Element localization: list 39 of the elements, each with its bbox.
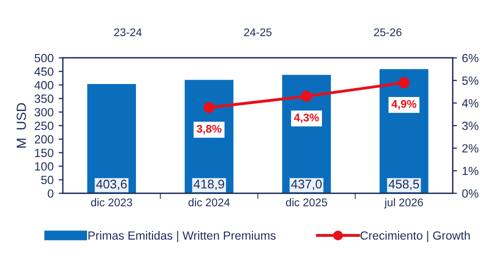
y-tick-label: 50: [41, 176, 54, 184]
text: 25-26: [374, 28, 402, 36]
data-label: 3,8%: [196, 124, 222, 134]
y2-tick-label: 3%: [462, 122, 478, 130]
bar: [87, 84, 136, 194]
y-tick-label: 150: [35, 148, 54, 158]
y-tick-label: 450: [34, 67, 54, 76]
point: [398, 77, 410, 88]
y-tick-label: 350: [34, 94, 54, 103]
y-tick-label: 100: [35, 162, 54, 171]
text: 23-24: [114, 28, 142, 36]
y-tick-label: 300: [34, 108, 54, 116]
y2-tick-label: 0%: [462, 189, 478, 198]
legend-label: Crecimiento | Growth: [360, 231, 470, 242]
data-label: 4,9%: [391, 100, 416, 110]
legend-label: Primas Emitidas | Written Premiums: [88, 231, 276, 242]
point: [300, 90, 312, 102]
data-label: 403,6: [96, 180, 127, 190]
point: [204, 102, 215, 114]
y-tick-label: 250: [34, 122, 54, 130]
y2-tick-label: 5%: [462, 76, 478, 85]
y2-tick-label: 6%: [462, 54, 478, 62]
data-label: 418,9: [194, 180, 224, 190]
y2-tick-label: 2%: [462, 144, 478, 153]
y2-tick-label: 1%: [462, 166, 478, 176]
x-tick-label: dic 2023: [91, 198, 132, 206]
x-tick-label: jul 2026: [384, 198, 423, 209]
y-tick-label: 200: [34, 135, 54, 144]
y-tick-label: 500: [34, 54, 54, 62]
data-label: 437,0: [291, 180, 322, 190]
data-label: 458,5: [388, 180, 420, 190]
x-tick-label: dic 2025: [286, 198, 328, 206]
data-label: 4,3%: [294, 114, 319, 124]
y-tick-label: 0: [48, 189, 54, 198]
x-tick-label: dic 2024: [188, 198, 230, 206]
y2-tick-label: 4%: [462, 99, 478, 108]
y-axis-title: M USD: [16, 103, 26, 148]
text: 24-25: [244, 28, 272, 36]
y-tick-label: 400: [34, 80, 54, 90]
